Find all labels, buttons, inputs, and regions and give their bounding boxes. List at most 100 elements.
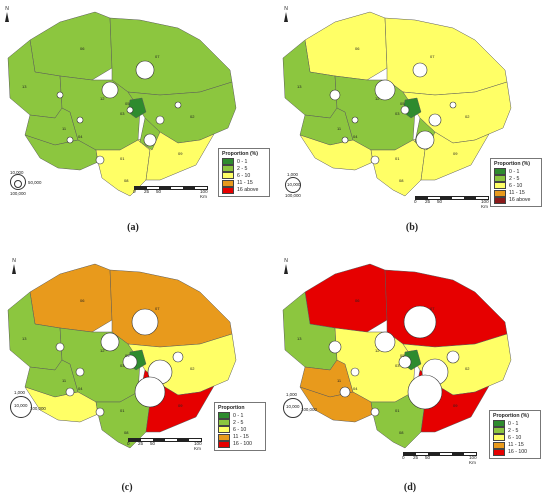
district-label: 07 [430,306,435,311]
district-label: 09 [453,151,458,156]
panel-d: 13 06 07 12 03 02 11 01 04 09 05 08 N 1,000 10,000 … [275,252,550,504]
district-label: 06 [80,46,85,51]
scale-label: 25 [413,455,419,460]
circle-size-legend: 1,000 10,000 100,000 [10,390,50,418]
district-layer [282,11,512,197]
circle-label-2: 50,000 [28,180,42,185]
circle-label-1: 1,000 [14,390,25,395]
proportional-circle [400,105,410,115]
scale-label: 50 [156,189,162,194]
legend-label: 2 - 5 [508,427,519,434]
legend-swatch [218,419,230,427]
legend-row: 16 - 100 [218,440,262,448]
proportional-circle [65,387,75,397]
proportional-circle [341,136,349,144]
legend-swatch [494,175,506,183]
legend-swatch [218,426,230,434]
legend-row: 16 - 100 [493,448,537,456]
circle-label-1: 1,000 [287,172,298,177]
legend-row: 6 - 10 [494,182,538,190]
district-label: 03 [395,363,400,368]
district-label: 08 [399,178,404,183]
legend-title: Proportion (%) [494,161,531,167]
legend-label: 0 - 1 [237,158,248,165]
scale-bar-line [128,438,202,442]
legend-row: 2 - 5 [493,427,537,435]
map-c: 13 06 07 12 03 02 11 01 04 09 05 08 [7,263,237,449]
district-n [304,11,388,81]
district-label: 09 [453,403,458,408]
proportional-circle [134,376,166,408]
legend-swatch [494,182,506,190]
circle-label-3: 100,000 [285,193,301,198]
proportional-circle [339,386,351,398]
district-label: 11 [337,378,342,383]
district-n [29,11,113,81]
proportional-circle [55,342,65,352]
legend: Proportion (%) 0 - 1 2 - 5 6 - 10 11 - 1… [490,158,542,207]
legend-swatch [493,420,505,428]
circle-label-1: 1,000 [286,392,297,397]
north-arrow: N [2,6,12,22]
district-s [370,391,426,449]
north-arrow-icon [5,12,9,22]
panel-caption: (c) [121,482,133,493]
proportional-circle [95,407,105,417]
district-label: 11 [337,126,342,131]
legend-swatch [222,186,234,194]
legend-title: Proportion (%) [222,151,259,157]
legend-swatch [222,165,234,173]
circle-label-1: 10,000 [10,170,24,175]
legend-swatch [493,434,505,442]
legend-title: Proportion [218,405,245,411]
circle-size-legend: 1,000 10,000 100,000 [283,392,323,420]
legend-row: 11 - 15 [493,441,537,449]
proportional-circle [155,115,165,125]
legend-swatch [222,172,234,180]
scale-label: 0 [133,189,136,194]
circle-label-3: 100,000 [10,191,26,196]
scale-label: 25 [425,199,431,204]
north-label: N [12,258,16,264]
district-label: 02 [465,114,470,119]
scale-label: 100 Km [200,189,208,199]
legend-swatch [493,427,505,435]
district-c [59,75,141,151]
legend-label: 16 above [509,197,531,204]
district-label: 08 [399,430,404,435]
legend: Proportion (%) 0 - 1 2 - 5 6 - 10 11 - 1… [489,410,541,459]
legend: Proportion (%) 0 - 1 2 - 5 6 - 10 11 - 1… [218,148,270,197]
scale-bar: 0 25 50 100 Km [133,186,214,200]
district-label: 01 [120,408,125,413]
proportional-circle [370,155,380,165]
district-ne [384,269,508,348]
legend-label: 11 - 15 [508,442,524,449]
legend-row: 2 - 5 [218,419,262,427]
district-label: 07 [430,54,435,59]
circle-label-2: 10,000 [14,403,28,408]
district-ne [109,17,233,96]
district-label: 13 [297,84,302,89]
district-label: 02 [190,114,195,119]
legend-label: 11 - 15 [233,434,249,441]
north-arrow-icon [284,264,288,274]
district-label: 05 [400,101,405,106]
district-label: 12 [375,96,380,101]
legend-swatch [494,196,506,204]
panel-a: 13 06 07 12 03 02 11 01 04 09 05 08 N 10,000 50,000… [0,0,275,252]
proportional-circle [122,354,138,370]
circle-size-legend: 1,000 10,000 100,000 [285,172,325,200]
scale-bar: 0 25 50 100 Km [127,438,208,452]
legend: Proportion 0 - 1 2 - 5 6 - 10 11 - 15 16… [214,402,266,451]
district-label: 11 [62,378,67,383]
north-arrow-icon [284,12,288,22]
circle-label-2: 10,000 [287,182,301,187]
circle-legend-large [10,396,32,418]
district-label: 11 [62,126,67,131]
district-label: 09 [178,151,183,156]
scale-label: 50 [425,455,431,460]
legend-row: 2 - 5 [222,165,266,173]
map-a: 13 06 07 12 03 02 11 01 04 09 05 08 [7,11,237,197]
north-label: N [5,6,9,12]
district-s [370,139,426,197]
